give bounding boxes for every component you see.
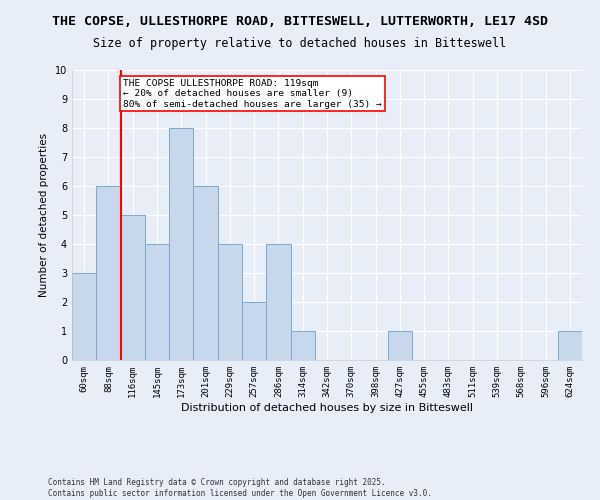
- Text: THE COPSE, ULLESTHORPE ROAD, BITTESWELL, LUTTERWORTH, LE17 4SD: THE COPSE, ULLESTHORPE ROAD, BITTESWELL,…: [52, 15, 548, 28]
- Bar: [96, 186, 121, 360]
- Bar: [388, 331, 412, 360]
- Bar: [558, 331, 582, 360]
- X-axis label: Distribution of detached houses by size in Bitteswell: Distribution of detached houses by size …: [181, 402, 473, 412]
- Text: Contains HM Land Registry data © Crown copyright and database right 2025.
Contai: Contains HM Land Registry data © Crown c…: [48, 478, 432, 498]
- Bar: [145, 244, 169, 360]
- Bar: [266, 244, 290, 360]
- Bar: [72, 273, 96, 360]
- Bar: [169, 128, 193, 360]
- Bar: [121, 215, 145, 360]
- Bar: [290, 331, 315, 360]
- Text: Size of property relative to detached houses in Bitteswell: Size of property relative to detached ho…: [94, 38, 506, 51]
- Bar: [218, 244, 242, 360]
- Bar: [242, 302, 266, 360]
- Bar: [193, 186, 218, 360]
- Y-axis label: Number of detached properties: Number of detached properties: [40, 133, 49, 297]
- Text: THE COPSE ULLESTHORPE ROAD: 119sqm
← 20% of detached houses are smaller (9)
80% : THE COPSE ULLESTHORPE ROAD: 119sqm ← 20%…: [123, 78, 382, 108]
